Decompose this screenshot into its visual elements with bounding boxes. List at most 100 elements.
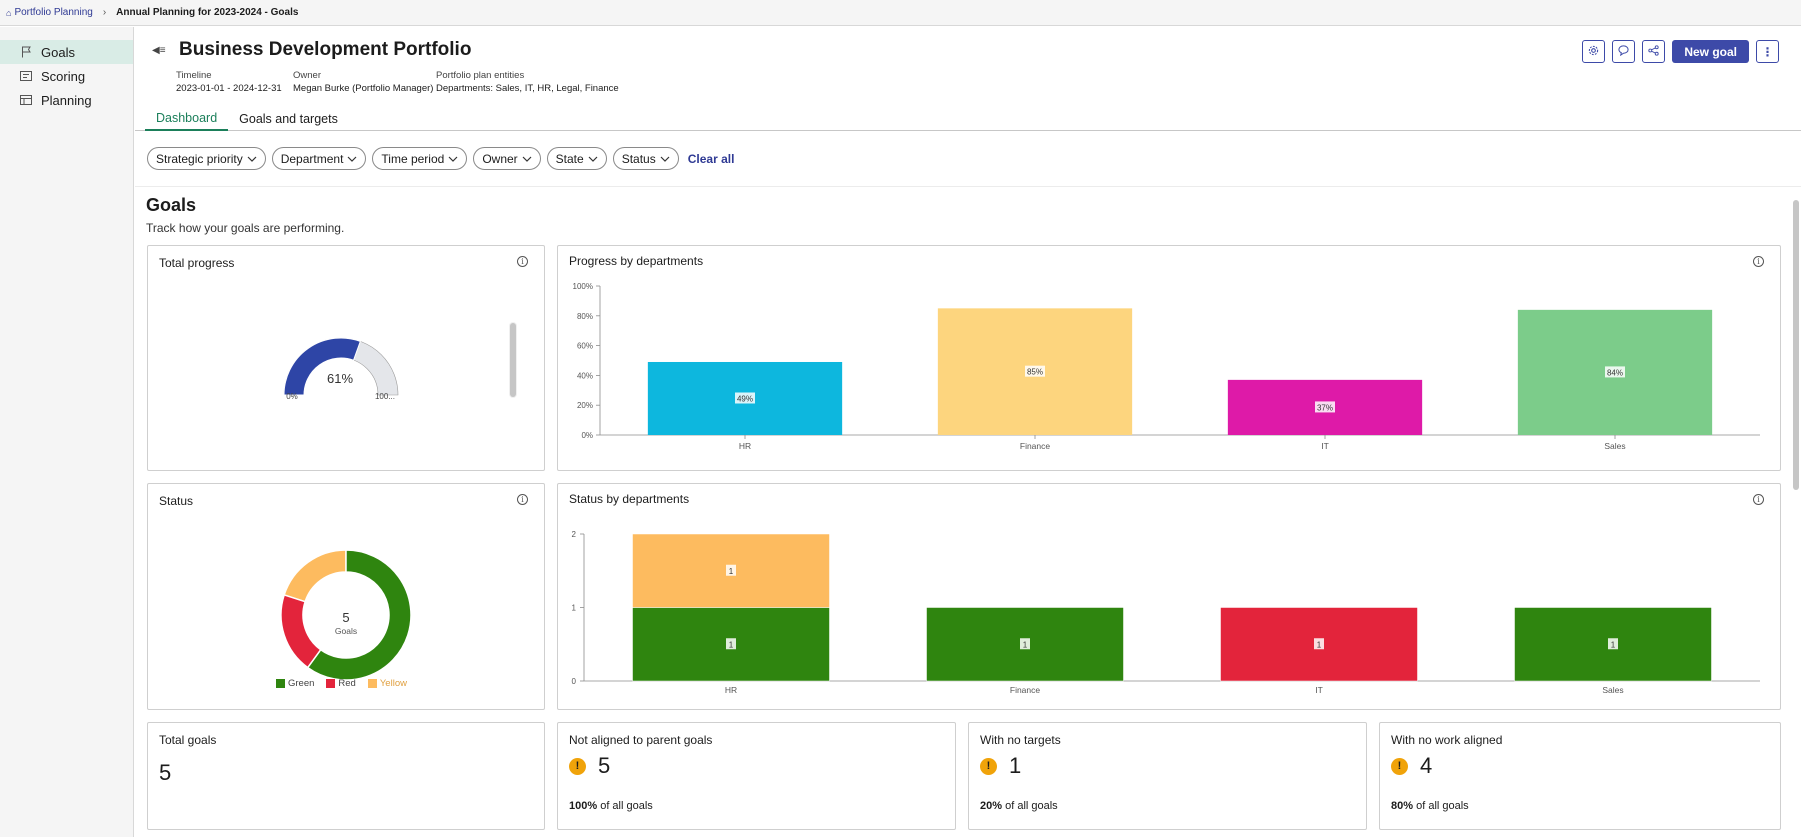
gauge-min-label: 0%: [286, 392, 298, 401]
sidebar-item-planning[interactable]: Planning: [0, 88, 133, 112]
y-tick-label: 1: [572, 604, 577, 613]
kpi-title: Total goals: [159, 733, 217, 747]
donut-center-label: Goals: [335, 626, 357, 636]
data-label: 49%: [737, 394, 753, 403]
y-tick-label: 80%: [577, 312, 593, 321]
x-tick-label: HR: [739, 441, 751, 451]
settings-button[interactable]: [1582, 40, 1606, 63]
info-icon[interactable]: i: [517, 256, 528, 267]
flag-icon: [20, 46, 32, 58]
page-scrollbar[interactable]: [1791, 198, 1801, 758]
sidebar-item-label: Scoring: [41, 68, 86, 84]
header-actions: New goal ⋮: [1582, 40, 1779, 63]
sidebar-item-scoring[interactable]: Scoring: [0, 64, 133, 88]
comments-button[interactable]: [1612, 40, 1636, 63]
page-scrollbar-thumb[interactable]: [1793, 200, 1799, 490]
donut-slice: [283, 549, 347, 603]
legend-item-red[interactable]: Red: [326, 678, 356, 689]
tab-bar: Dashboard Goals and targets: [135, 107, 1801, 131]
filter-department[interactable]: Department: [271, 147, 367, 170]
legend-swatch: [276, 679, 285, 688]
x-tick-label: Finance: [1010, 685, 1041, 695]
total-progress-card: Total progress i 61% 0% 100...: [147, 245, 545, 471]
legend-item-yellow[interactable]: Yellow: [367, 678, 407, 689]
gauge-scroll-thumb[interactable]: [510, 323, 516, 397]
kpi-footnote: 20% of all goals: [980, 800, 1058, 812]
breadcrumb-root-link[interactable]: ⌂ Portfolio Planning: [6, 7, 93, 18]
planning-icon: [20, 94, 32, 106]
entities-label: Portfolio plan entities: [436, 70, 525, 81]
card-title: Progress by departments: [569, 254, 704, 268]
sidebar-item-label: Goals: [41, 44, 75, 60]
filter-label: Status: [621, 151, 656, 166]
breadcrumb: ⌂ Portfolio Planning › Annual Planning f…: [0, 0, 1801, 26]
data-label-bg: [1314, 638, 1324, 650]
y-tick-label: 0: [572, 677, 577, 686]
filter-time-period[interactable]: Time period: [372, 147, 468, 170]
tab-goals-and-targets[interactable]: Goals and targets: [239, 112, 338, 126]
legend-item-green[interactable]: Green: [276, 678, 314, 689]
breadcrumb-current: Annual Planning for 2023-2024 - Goals: [116, 7, 299, 18]
kpi-card-total-goals: Total goals 5: [147, 722, 545, 830]
filter-label: Strategic priority: [156, 151, 243, 166]
collapse-sidebar-icon[interactable]: ◀≡: [152, 45, 166, 56]
info-icon[interactable]: i: [1753, 494, 1764, 505]
legend-swatch: [367, 679, 377, 688]
y-tick-label: 20%: [577, 401, 593, 410]
kpi-card-no-targets: With no targets ! 1 20% of all goals: [968, 722, 1367, 830]
comment-icon: [1618, 43, 1629, 61]
kpi-card-no-work-aligned: With no work aligned ! 4 80% of all goal…: [1379, 722, 1781, 830]
kpi-foot-text: of all goals: [600, 800, 653, 812]
data-label: 1: [1317, 640, 1322, 649]
filter-label: State: [555, 151, 584, 166]
entities-meta: Portfolio plan entities Departments: Sal…: [436, 69, 619, 95]
data-label-bg: [1608, 638, 1618, 650]
breadcrumb-root-label[interactable]: Portfolio Planning: [14, 7, 93, 18]
filter-label: Time period: [381, 151, 445, 166]
kpi-value: 5: [598, 753, 611, 778]
home-icon: ⌂: [6, 7, 12, 18]
new-goal-button[interactable]: New goal: [1672, 40, 1749, 63]
info-icon[interactable]: i: [517, 494, 528, 505]
warning-icon: !: [980, 758, 997, 775]
kpi-value: 5: [159, 760, 172, 785]
filter-strategic-priority[interactable]: Strategic priority: [147, 147, 266, 170]
scoring-icon: [20, 70, 32, 82]
x-tick-label: IT: [1315, 685, 1323, 695]
kpi-foot-text: of all goals: [1005, 800, 1058, 812]
gauge-value-label: 61%: [327, 371, 353, 386]
chevron-right-icon: ›: [102, 7, 107, 18]
legend-label: Yellow: [379, 678, 407, 689]
status-stacked-bar-chart: 0 1 2 1 1 HR 1 Finance 1 IT 1 Sales: [572, 530, 1760, 695]
more-vertical-icon: ⋮: [1761, 44, 1774, 59]
chevron-down-icon: [588, 152, 598, 166]
warning-icon: !: [1391, 758, 1408, 775]
data-label-bg: [1605, 366, 1625, 378]
share-button[interactable]: [1642, 40, 1666, 63]
filter-state[interactable]: State: [546, 147, 607, 170]
donut-slice: [306, 549, 412, 681]
timeline-meta: Timeline 2023-01-01 - 2024-12-31: [176, 69, 282, 95]
kpi-percent: 20%: [980, 800, 1003, 812]
card-title: Total progress: [159, 256, 235, 270]
filter-status[interactable]: Status: [612, 147, 679, 170]
card-title: Status: [159, 494, 194, 508]
page-header: ◀≡ Business Development Portfolio Timeli…: [135, 27, 1801, 107]
clear-all-filters-link[interactable]: Clear all: [687, 151, 735, 166]
donut-slice: [280, 593, 322, 669]
status-donut-chart: 5 Goals: [280, 549, 412, 681]
filter-owner[interactable]: Owner: [473, 147, 541, 170]
entities-value: Departments: Sales, IT, HR, Legal, Finan…: [436, 83, 619, 94]
kpi-title: With no targets: [980, 733, 1061, 747]
status-card: Status i 5 Goals Green Red Yellow: [147, 483, 545, 710]
goals-section-title: Goals: [146, 195, 197, 215]
more-options-button[interactable]: ⋮: [1756, 40, 1779, 63]
owner-label: Owner: [293, 70, 321, 81]
x-tick-label: Sales: [1602, 685, 1623, 695]
info-icon[interactable]: i: [1753, 256, 1764, 267]
filter-bar: Strategic priority Department Time perio…: [147, 147, 734, 170]
x-tick-label: Sales: [1604, 441, 1625, 451]
progress-bar-chart: 0% 20% 40% 60% 80% 100% 49% HR 85% Finance 37% IT 84…: [573, 282, 1760, 451]
tab-dashboard[interactable]: Dashboard: [145, 107, 229, 131]
sidebar-item-goals[interactable]: Goals: [0, 40, 133, 64]
